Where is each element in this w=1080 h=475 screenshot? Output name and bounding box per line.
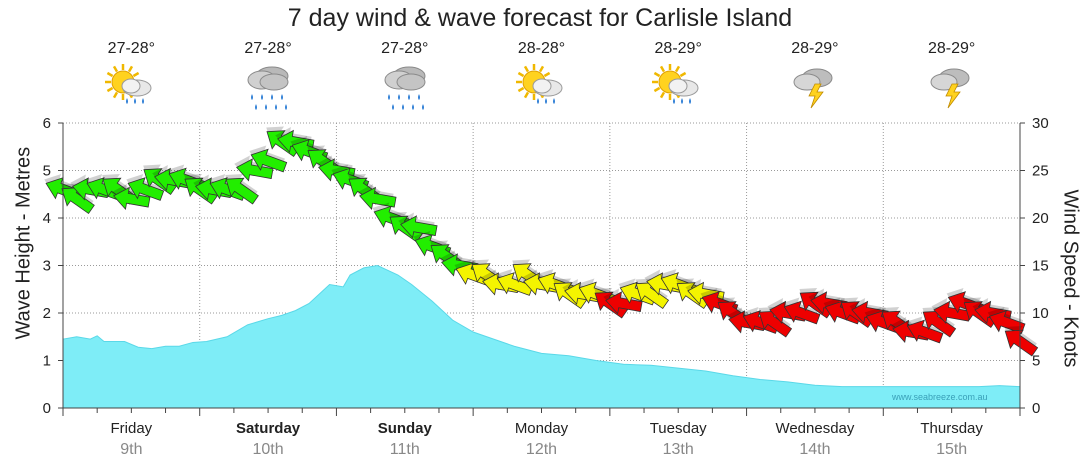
weather-day: 28-29° [760, 40, 870, 112]
wind-arrow-shape [758, 310, 793, 338]
wind-arrow [234, 155, 274, 182]
temperature-range: 28-29° [791, 40, 839, 57]
wind-arrow-shape [225, 177, 259, 205]
sun-cloud-rain-icon [105, 64, 152, 104]
day-name: Sunday [377, 420, 432, 437]
right-tick-label: 5 [1032, 353, 1040, 370]
left-tick-label: 3 [43, 258, 51, 275]
right-tick-label: 25 [1032, 163, 1049, 180]
thunderstorm-icon [930, 68, 970, 109]
day-name: Monday [514, 420, 569, 437]
left-tick-label: 0 [43, 400, 51, 417]
wind-arrow [398, 212, 438, 239]
day-date: 12th [525, 441, 558, 458]
wind-arrow [931, 297, 971, 325]
weather-day: 27-28° [76, 40, 186, 112]
wind-arrow [126, 173, 165, 201]
left-tick-label: 1 [43, 353, 51, 370]
temperature-range: 28-29° [927, 40, 976, 57]
day-label: Friday 9th [63, 420, 199, 459]
wind-arrow-shape [605, 291, 643, 315]
wind-arrows [44, 126, 1039, 357]
right-tick-label: 10 [1032, 305, 1049, 322]
weather-day: 27-28° [213, 40, 323, 112]
heavy-rain-icon [247, 66, 289, 110]
wind-arrow-shape [988, 310, 1026, 334]
wind-arrow [1004, 326, 1039, 357]
day-date: 10th [252, 441, 284, 458]
day-label: Monday 12th [474, 420, 610, 459]
wave-height-area [62, 264, 1021, 409]
wind-arrow-shape [359, 186, 397, 211]
wind-arrow [758, 307, 793, 338]
day-date: 15th [936, 441, 968, 458]
thunderstorm-icon [793, 68, 833, 109]
wind-arrow-shape [1004, 329, 1039, 357]
temperature-range: 27-28° [107, 40, 155, 57]
temperature-range: 27-28° [381, 40, 429, 57]
wind-arrow-shape [112, 186, 151, 211]
wind-arrow-shape [635, 282, 670, 309]
wave-area [62, 264, 1021, 409]
left-tick-label: 5 [43, 163, 51, 180]
wind-arrow-shape [783, 300, 821, 325]
wind-arrow [905, 316, 944, 344]
wind-arrow-shape [236, 158, 274, 182]
day-name: Saturday [235, 420, 301, 437]
day-label: Tuesday 13th [610, 420, 746, 459]
wind-arrow [922, 307, 957, 338]
left-axis-label: Wave Height - Metres [12, 146, 35, 340]
day-label: Wednesday 14th [747, 420, 883, 459]
temperature-range: 27-28° [244, 40, 292, 57]
day-name: Thursday [920, 420, 983, 437]
right-tick-label: 0 [1032, 400, 1040, 417]
day-date: 13th [662, 441, 694, 458]
day-label: Saturday 10th [200, 420, 336, 459]
left-tick-label: 4 [43, 210, 51, 227]
day-date: 11th [389, 441, 420, 458]
wind-arrow [782, 297, 821, 325]
day-name: Friday [110, 420, 153, 437]
wind-arrow [249, 145, 288, 173]
day-label: Sunday 11th [337, 420, 473, 459]
day-date: 9th [120, 441, 143, 458]
wind-arrow [225, 174, 259, 205]
right-tick-label: 30 [1032, 115, 1049, 132]
wind-arrow [635, 278, 670, 309]
day-date: 14th [799, 441, 831, 458]
temperature-range: 28-29° [654, 40, 702, 57]
day-name: Wednesday [775, 420, 855, 437]
axes: 0 1 2 3 4 5 6 0 5 10 15 20 25 30 [43, 115, 1049, 417]
left-tick-label: 2 [43, 305, 51, 322]
left-tick-label: 6 [43, 115, 51, 132]
chart-title: 7 day wind & wave forecast for Carlisle … [287, 4, 793, 32]
wind-arrow [357, 183, 397, 211]
wind-arrow [61, 183, 95, 214]
weather-day: 28-29° [623, 40, 733, 112]
day-name: Tuesday [649, 420, 707, 437]
right-axis-label: Wind Speed - Knots [1059, 189, 1080, 368]
weather-day: 28-28° [487, 40, 597, 112]
watermark: www.seabreeze.com.au [892, 392, 988, 402]
weather-day: 28-29° [897, 40, 1007, 112]
wind-arrow [603, 288, 643, 315]
temperature-range: 28-28° [517, 40, 566, 57]
wind-arrow-shape [127, 177, 165, 201]
weather-day: 27-28° [350, 40, 460, 112]
right-tick-label: 15 [1032, 258, 1049, 275]
wind-arrow [987, 306, 1026, 334]
sun-cloud-rain-icon [515, 64, 562, 104]
day-label: Thursday 15th [884, 420, 1020, 459]
heavy-rain-icon [384, 66, 426, 110]
wind-arrow-shape [906, 319, 944, 344]
wind-arrow-shape [61, 187, 95, 214]
wind-arrow-shape [400, 215, 438, 239]
sun-cloud-rain-icon [652, 64, 699, 104]
wind-arrow-shape [922, 310, 957, 338]
wind-arrow [111, 183, 151, 211]
right-tick-label: 20 [1032, 210, 1049, 227]
wind-arrow-shape [250, 148, 288, 173]
